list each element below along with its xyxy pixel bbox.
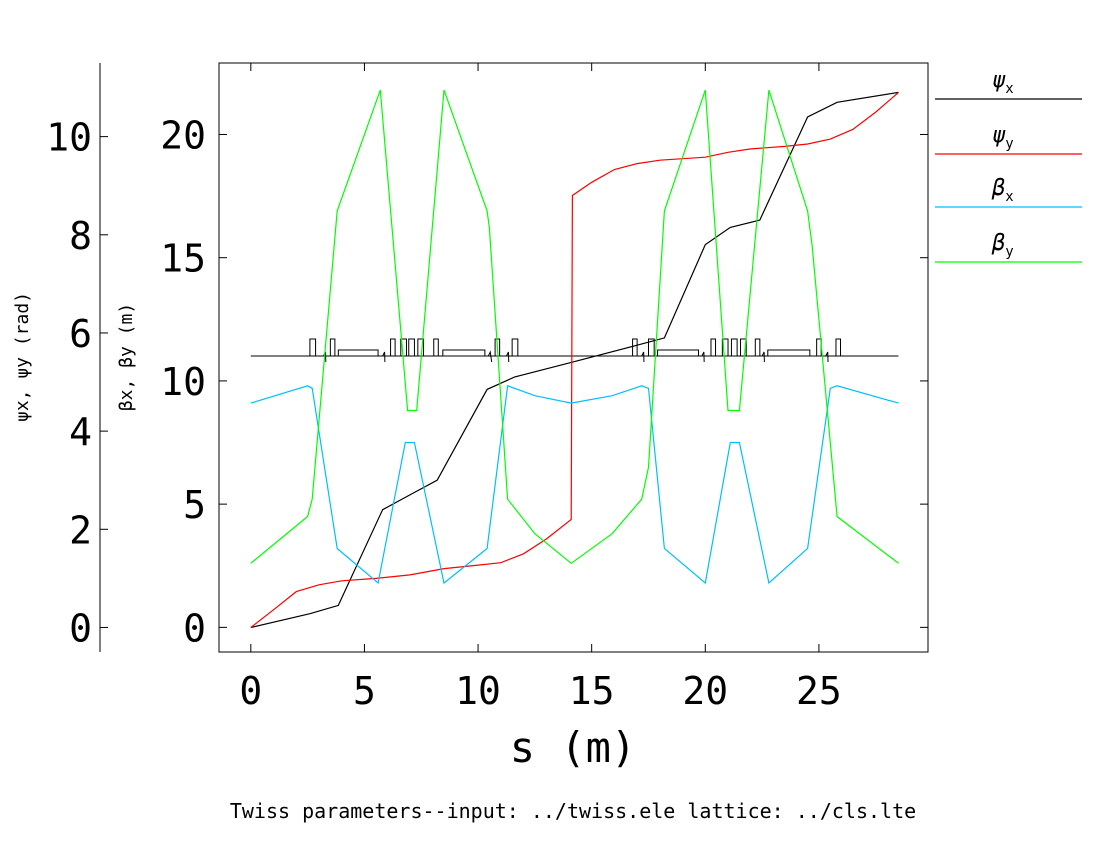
lattice-quadrupole <box>710 338 717 357</box>
lattice-quadrupole <box>390 338 396 357</box>
psi-tick-label: 6 <box>69 312 92 356</box>
lattice-quadrupole <box>433 338 439 357</box>
lattice-dipole <box>442 349 486 357</box>
x-tick-label: 5 <box>353 669 376 713</box>
right-beta-axis-ticks: 0 5 10 15 20 <box>160 113 928 650</box>
beta-tick-label: 10 <box>160 360 206 404</box>
lattice-quadrupole <box>835 338 842 357</box>
lattice-quadrupole <box>754 338 761 357</box>
psi-y-line <box>250 91 899 628</box>
lattice-quadrupole <box>417 338 425 357</box>
beta-x-line <box>250 384 899 585</box>
lattice-dipole <box>657 349 699 357</box>
lattice-sextupole <box>825 351 829 363</box>
lattice-dipole <box>767 349 811 357</box>
lattice-quadrupole <box>408 338 415 357</box>
lattice-quadrupole <box>647 338 655 357</box>
beta-tick-label: 5 <box>183 483 206 527</box>
legend-entry-label: ψx <box>992 68 1014 97</box>
beta-y-line <box>250 89 899 565</box>
lattice-sextupole <box>761 351 765 363</box>
lattice-quadrupole <box>632 338 638 357</box>
lattice-dipole <box>337 349 379 357</box>
x-tick-label: 20 <box>682 669 728 713</box>
lattice-sextupole <box>487 350 493 363</box>
plot-frame <box>218 62 929 653</box>
lattice-quadrupole <box>309 338 317 357</box>
legend: ψx ψy βx βy <box>935 68 1082 263</box>
y-axis-title-psi: ψx, ψy (rad) <box>12 292 33 422</box>
lattice-quadrupole <box>511 338 519 357</box>
psi-tick-label: 8 <box>69 214 92 258</box>
legend-entry-label: ψy <box>992 123 1014 152</box>
x-tick-label: 10 <box>455 669 501 713</box>
lattice-quadrupole <box>329 338 336 357</box>
x-tick-label: 15 <box>569 669 615 713</box>
beta-tick-label: 20 <box>160 113 206 157</box>
psi-tick-label: 4 <box>69 410 92 454</box>
psi-x-line <box>250 91 899 629</box>
series-layer <box>250 89 899 629</box>
left-psi-axis-ticks: 0 2 4 6 8 10 <box>46 116 108 650</box>
beta-tick-label: 0 <box>183 606 206 650</box>
beta-tick-label: 15 <box>160 237 206 281</box>
lattice-sextupole <box>701 351 705 363</box>
x-axis-title: s (m) <box>510 723 636 772</box>
x-tick-label: 25 <box>796 669 842 713</box>
lattice-quadrupole <box>740 338 747 357</box>
lattice-layer <box>250 338 899 363</box>
x-axis-ticks: 0 5 10 15 20 25 <box>239 63 842 713</box>
legend-entry-label: βy <box>991 231 1014 260</box>
chart-footer: Twiss parameters--input: ../twiss.ele la… <box>230 799 916 823</box>
lattice-quadrupole <box>730 338 738 357</box>
psi-tick-label: 2 <box>69 508 92 552</box>
y-axis-title-beta: βx, βy (m) <box>116 303 137 411</box>
psi-tick-label: 0 <box>69 606 92 650</box>
lattice-quadrupole <box>721 338 729 357</box>
legend-entry-label: βx <box>991 176 1014 205</box>
lattice-sextupole <box>382 351 386 363</box>
x-tick-label: 0 <box>239 669 262 713</box>
lattice-quadrupole <box>400 338 407 357</box>
lattice-sextupole <box>641 351 645 363</box>
psi-tick-label: 10 <box>46 116 92 160</box>
lattice-sextupole <box>506 351 510 363</box>
